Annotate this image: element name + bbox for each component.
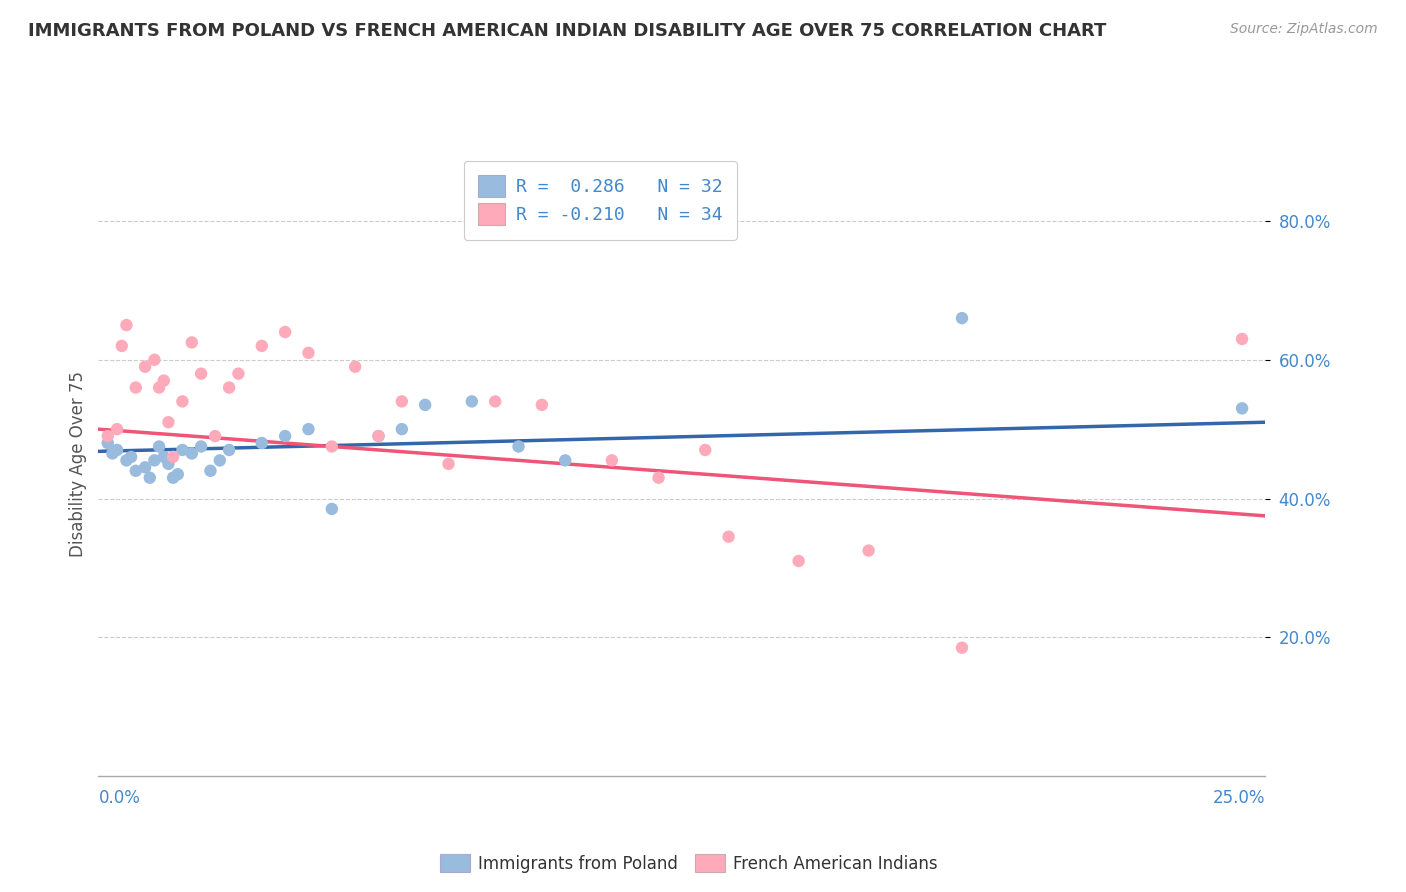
Point [208, 453, 231, 467]
Point [101, 446, 124, 460]
Point [105, 442, 128, 457]
Point [204, 429, 226, 443]
Point [250, 339, 273, 353]
Point [950, 640, 973, 655]
Point [115, 318, 138, 332]
Point [274, 325, 297, 339]
Point [97, 436, 120, 450]
Point [134, 359, 156, 374]
Y-axis label: Disability Age Over 75: Disability Age Over 75 [69, 371, 87, 557]
Point [148, 380, 170, 394]
Point [166, 467, 188, 482]
Point [367, 429, 389, 443]
Point [228, 367, 250, 381]
Point [297, 422, 319, 436]
Point [1230, 401, 1253, 416]
Point [787, 554, 810, 568]
Point [120, 450, 142, 464]
Point [413, 398, 436, 412]
Point [190, 367, 212, 381]
Point [180, 335, 202, 350]
Point [297, 346, 319, 360]
Point [391, 394, 413, 409]
Point [695, 442, 717, 457]
Point [152, 374, 174, 388]
Point [125, 380, 148, 394]
Point [157, 415, 180, 429]
Text: 25.0%: 25.0% [1213, 789, 1265, 807]
Point [274, 429, 297, 443]
Point [367, 429, 389, 443]
Point [391, 422, 413, 436]
Point [484, 394, 506, 409]
Point [125, 464, 148, 478]
Text: Source: ZipAtlas.com: Source: ZipAtlas.com [1230, 22, 1378, 37]
Point [152, 450, 174, 464]
Point [647, 471, 669, 485]
Point [321, 502, 343, 516]
Legend: Immigrants from Poland, French American Indians: Immigrants from Poland, French American … [433, 847, 945, 880]
Text: 0.0%: 0.0% [98, 789, 141, 807]
Point [180, 446, 202, 460]
Point [172, 394, 194, 409]
Point [190, 440, 212, 454]
Point [858, 543, 880, 558]
Point [218, 380, 240, 394]
Point [143, 453, 166, 467]
Point [554, 453, 576, 467]
Point [218, 442, 240, 457]
Text: IMMIGRANTS FROM POLAND VS FRENCH AMERICAN INDIAN DISABILITY AGE OVER 75 CORRELAT: IMMIGRANTS FROM POLAND VS FRENCH AMERICA… [28, 22, 1107, 40]
Point [717, 530, 740, 544]
Point [143, 352, 166, 367]
Point [134, 460, 156, 475]
Point [115, 453, 138, 467]
Point [148, 440, 170, 454]
Point [508, 440, 530, 454]
Point [344, 359, 367, 374]
Point [97, 429, 120, 443]
Point [250, 436, 273, 450]
Point [111, 339, 134, 353]
Legend: R =  0.286   N = 32, R = -0.210   N = 34: R = 0.286 N = 32, R = -0.210 N = 34 [464, 161, 737, 240]
Point [530, 398, 553, 412]
Point [162, 450, 184, 464]
Point [105, 422, 128, 436]
Point [157, 457, 180, 471]
Point [950, 311, 973, 326]
Point [139, 471, 162, 485]
Point [461, 394, 484, 409]
Point [200, 464, 222, 478]
Point [172, 442, 194, 457]
Point [437, 457, 460, 471]
Point [600, 453, 623, 467]
Point [1230, 332, 1253, 346]
Point [321, 440, 343, 454]
Point [162, 471, 184, 485]
